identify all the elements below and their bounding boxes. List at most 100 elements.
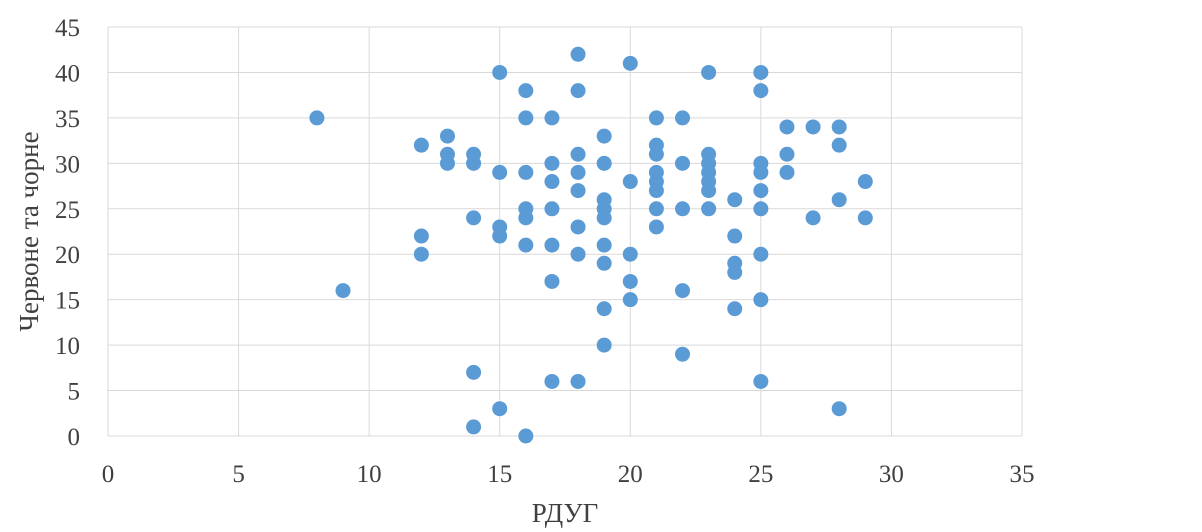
data-point xyxy=(518,237,534,253)
data-point xyxy=(413,228,429,244)
y-tick-label: 40 xyxy=(55,60,80,87)
data-point xyxy=(648,219,664,235)
data-point xyxy=(648,146,664,162)
y-tick-label: 10 xyxy=(55,333,80,360)
data-point xyxy=(544,237,560,253)
data-point xyxy=(570,219,586,235)
data-point xyxy=(831,119,847,135)
data-point xyxy=(675,110,691,126)
data-point xyxy=(727,301,743,317)
y-tick-label: 15 xyxy=(55,288,80,315)
data-point xyxy=(622,273,638,289)
data-point xyxy=(518,428,534,444)
data-point xyxy=(831,192,847,208)
data-point xyxy=(570,46,586,62)
data-point xyxy=(596,128,612,144)
data-point xyxy=(596,337,612,353)
y-tick-label: 45 xyxy=(55,15,80,42)
data-point xyxy=(622,174,638,190)
data-point xyxy=(466,210,482,226)
data-point xyxy=(622,246,638,262)
data-point xyxy=(831,137,847,153)
data-point xyxy=(779,164,795,180)
data-point xyxy=(492,164,508,180)
data-point xyxy=(518,83,534,99)
data-point xyxy=(753,201,769,217)
data-point xyxy=(309,110,325,126)
data-point xyxy=(413,137,429,153)
data-point xyxy=(439,155,455,171)
data-point xyxy=(544,273,560,289)
grid-layer xyxy=(107,26,1023,437)
data-point xyxy=(779,146,795,162)
data-point xyxy=(675,283,691,299)
data-point xyxy=(622,55,638,71)
data-point xyxy=(570,246,586,262)
data-point xyxy=(466,364,482,380)
data-point xyxy=(466,155,482,171)
x-tick-label: 35 xyxy=(1010,461,1035,488)
x-tick-label: 25 xyxy=(748,461,773,488)
data-point xyxy=(570,83,586,99)
data-point xyxy=(596,255,612,271)
x-tick-label: 5 xyxy=(232,461,245,488)
data-point xyxy=(544,155,560,171)
data-point xyxy=(753,83,769,99)
data-point xyxy=(753,373,769,389)
y-tick-label: 30 xyxy=(55,151,80,178)
data-point xyxy=(544,373,560,389)
data-point xyxy=(570,183,586,199)
data-point xyxy=(544,110,560,126)
data-point xyxy=(596,210,612,226)
data-point xyxy=(596,301,612,317)
data-point xyxy=(439,128,455,144)
data-point xyxy=(596,155,612,171)
x-axis-title: РДУГ xyxy=(532,498,598,528)
data-point xyxy=(857,210,873,226)
x-tick-label: 10 xyxy=(357,461,382,488)
data-point xyxy=(544,174,560,190)
data-point xyxy=(727,228,743,244)
data-point xyxy=(466,419,482,435)
y-tick-label: 0 xyxy=(68,424,81,451)
data-point xyxy=(779,119,795,135)
y-tick-label: 35 xyxy=(55,106,80,133)
data-point xyxy=(675,346,691,362)
y-axis-title: Червоне та чорне xyxy=(14,131,44,331)
y-tick-label: 20 xyxy=(55,242,80,269)
data-point xyxy=(648,183,664,199)
x-tick-label: 20 xyxy=(618,461,643,488)
data-point xyxy=(492,401,508,417)
y-tick-label: 25 xyxy=(55,197,80,224)
data-point xyxy=(701,183,717,199)
data-point xyxy=(492,228,508,244)
data-point xyxy=(413,246,429,262)
data-point xyxy=(544,201,560,217)
data-point xyxy=(518,210,534,226)
data-point xyxy=(648,110,664,126)
data-point xyxy=(675,155,691,171)
data-point xyxy=(675,201,691,217)
data-point xyxy=(492,64,508,80)
data-point xyxy=(518,164,534,180)
data-point xyxy=(622,292,638,308)
data-point xyxy=(753,164,769,180)
data-point xyxy=(570,146,586,162)
data-point xyxy=(648,201,664,217)
data-point xyxy=(753,64,769,80)
data-point xyxy=(727,192,743,208)
data-point xyxy=(701,201,717,217)
x-tick-label: 30 xyxy=(879,461,904,488)
x-tick-label: 15 xyxy=(487,461,512,488)
y-tick-label: 5 xyxy=(68,379,81,406)
data-point xyxy=(596,237,612,253)
data-point xyxy=(753,292,769,308)
data-point xyxy=(805,119,821,135)
data-point xyxy=(805,210,821,226)
data-point xyxy=(753,246,769,262)
data-point xyxy=(727,264,743,280)
data-point xyxy=(570,164,586,180)
data-point xyxy=(518,110,534,126)
